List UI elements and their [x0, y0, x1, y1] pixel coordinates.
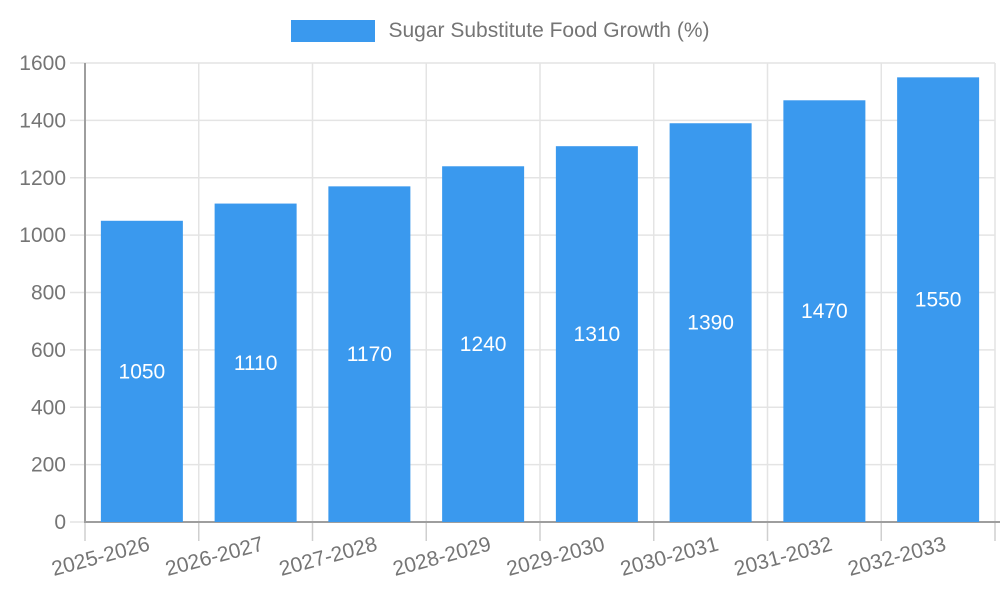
bar-value-label: 1110 [234, 352, 278, 375]
x-category-label: 2025-2026 [49, 533, 152, 581]
bar-value-label: 1240 [460, 333, 507, 356]
bar [555, 146, 638, 522]
bar [442, 166, 525, 522]
y-axis-tick-label: 800 [31, 282, 66, 305]
bar [328, 186, 411, 522]
x-category-label: 2028-2029 [390, 533, 493, 581]
y-axis-tick-label: 1000 [19, 224, 66, 247]
bar [897, 77, 980, 522]
bar [214, 203, 297, 522]
x-category-label: 2027-2028 [277, 533, 380, 581]
bar-value-label: 1550 [915, 289, 962, 312]
x-category-label: 2029-2030 [504, 533, 607, 581]
y-axis-tick-label: 600 [31, 339, 66, 362]
x-category-label: 2032-2033 [845, 533, 948, 581]
bar-value-label: 1310 [574, 323, 621, 346]
bar-value-label: 1470 [801, 300, 848, 323]
y-axis-tick-label: 1200 [19, 167, 66, 190]
x-category-label: 2026-2027 [163, 533, 266, 581]
y-axis-tick-label: 200 [31, 454, 66, 477]
bar [783, 100, 866, 522]
x-category-label: 2031-2032 [732, 533, 835, 581]
bar [100, 220, 183, 522]
y-axis-tick-label: 0 [54, 511, 66, 534]
y-axis-tick-label: 1600 [19, 52, 66, 75]
y-axis-tick-label: 400 [31, 396, 66, 419]
y-axis-tick-label: 1400 [19, 109, 66, 132]
bar-value-label: 1050 [119, 360, 166, 383]
bar-value-label: 1390 [687, 312, 734, 335]
bar [669, 123, 752, 523]
x-category-label: 2030-2031 [618, 533, 721, 581]
bar-value-label: 1170 [347, 343, 392, 366]
